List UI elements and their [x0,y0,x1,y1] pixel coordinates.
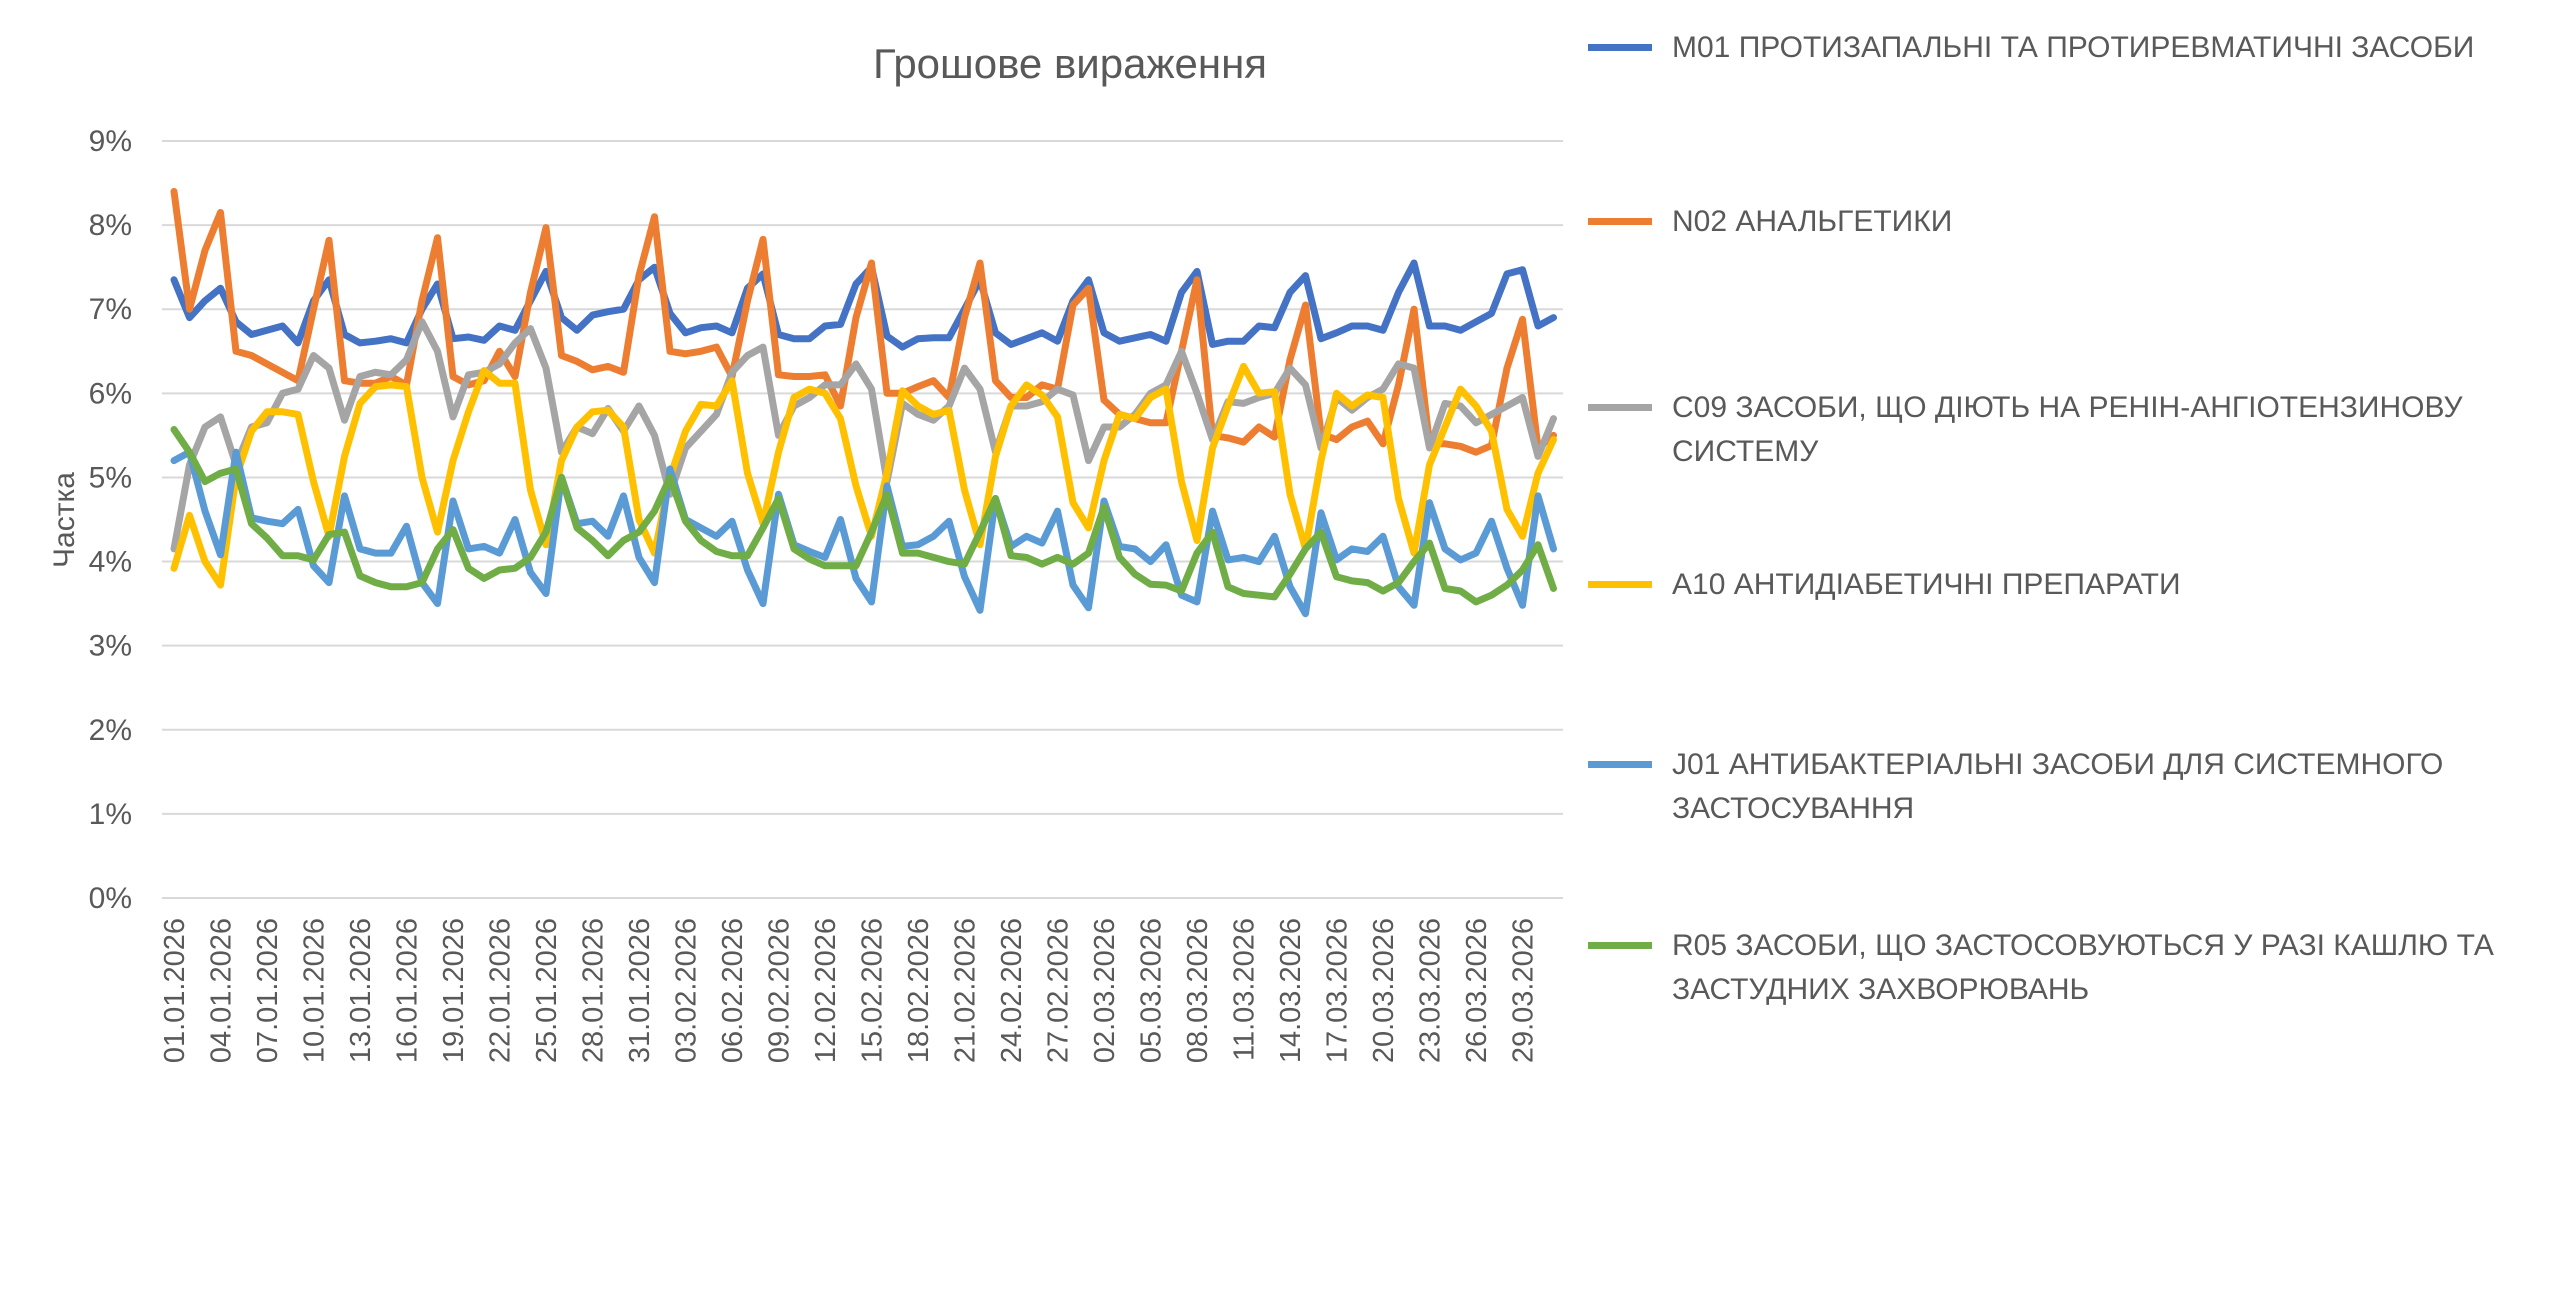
y-tick-label: 4% [89,546,132,579]
x-tick-label: 31.01.2026 [624,918,656,1063]
x-tick-label: 28.01.2026 [578,918,610,1063]
y-tick-label: 1% [89,798,132,831]
legend-label: R05 ЗАСОБИ, ЩО ЗАСТОСОВУЮТЬСЯ У РАЗІ КАШ… [1672,929,2494,1006]
x-tick-label: 23.03.2026 [1415,918,1447,1063]
series-line-j01 [170,448,1557,618]
legend-label: N02 АНАЛЬГЕТИКИ [1672,205,1953,238]
y-tick-label: 7% [89,293,132,326]
series-line-r05 [170,426,1557,606]
x-tick-label: 19.01.2026 [438,918,470,1063]
x-tick-label: 12.02.2026 [810,918,842,1063]
legend-item: J01 АНТИБАКТЕРІАЛЬНІ ЗАСОБИ ДЛЯ СИСТЕМНО… [1588,743,2532,831]
series-lines [170,188,1557,618]
y-tick-labels: 0% 1% 2% 3% 4% 5% 6% 7% 8% 9% [89,125,132,915]
gridlines [162,140,1563,899]
legend-line-marker [1588,581,1652,588]
legend-line-marker [1588,218,1652,225]
legend-item: R05 ЗАСОБИ, ЩО ЗАСТОСОВУЮТЬСЯ У РАЗІ КАШ… [1588,924,2532,1012]
x-tick-label: 10.01.2026 [299,918,331,1063]
x-tick-labels: 01.01.2026 04.01.2026 07.01.2026 10.01.2026… [159,918,1540,1063]
legend-line-marker [1588,44,1652,51]
x-tick-label: 06.02.2026 [717,918,749,1063]
x-tick-label: 15.02.2026 [857,918,889,1063]
x-tick-label: 14.03.2026 [1275,918,1307,1063]
y-axis-title: Частка [48,472,81,568]
y-tick-label: 2% [89,714,132,747]
x-tick-label: 03.02.2026 [671,918,703,1063]
series-line-n02 [170,188,1557,456]
x-tick-label: 04.01.2026 [206,918,238,1063]
chart-title: Грошове вираження [873,40,1267,87]
y-tick-label: 8% [89,209,132,242]
legend-label: J01 АНТИБАКТЕРІАЛЬНІ ЗАСОБИ ДЛЯ СИСТЕМНО… [1672,748,2444,825]
x-tick-label: 02.03.2026 [1089,918,1121,1063]
x-tick-label: 08.03.2026 [1182,918,1214,1063]
x-tick-label: 17.03.2026 [1322,918,1354,1063]
y-tick-label: 3% [89,630,132,663]
legend-item: N02 АНАЛЬГЕТИКИ [1588,200,2532,244]
y-tick-label: 6% [89,377,132,410]
x-tick-label: 18.02.2026 [903,918,935,1063]
legend-line-marker [1588,942,1652,949]
legend-item: A10 АНТИДІАБЕТИЧНІ ПРЕПАРАТИ [1588,563,2532,607]
x-tick-label: 16.01.2026 [392,918,424,1063]
x-tick-label: 11.03.2026 [1229,918,1261,1061]
legend-label: C09 ЗАСОБИ, ЩО ДІЮТЬ НА РЕНІН-АНГІОТЕНЗИ… [1672,391,2463,468]
y-tick-label: 9% [89,125,132,158]
x-tick-label: 13.01.2026 [345,918,377,1063]
x-tick-label: 20.03.2026 [1368,918,1400,1063]
x-tick-label: 29.03.2026 [1508,918,1540,1063]
x-tick-label: 27.02.2026 [1043,918,1075,1063]
x-tick-label: 21.02.2026 [950,918,982,1063]
series-line-a10 [170,362,1557,589]
x-tick-label: 26.03.2026 [1461,918,1493,1063]
legend-line-marker [1588,761,1652,768]
x-tick-label: 25.01.2026 [531,918,563,1063]
x-tick-label: 05.03.2026 [1136,918,1168,1063]
series-line-m01 [170,259,1557,351]
legend-label: A10 АНТИДІАБЕТИЧНІ ПРЕПАРАТИ [1672,568,2181,601]
x-tick-label: 07.01.2026 [252,918,284,1063]
legend-item: M01 ПРОТИЗАПАЛЬНІ ТА ПРОТИРЕВМАТИЧНІ ЗАС… [1588,26,2532,70]
x-tick-label: 22.01.2026 [485,918,517,1063]
legend-item: C09 ЗАСОБИ, ЩО ДІЮТЬ НА РЕНІН-АНГІОТЕНЗИ… [1588,386,2532,474]
y-tick-label: 0% [89,882,132,915]
legend-line-marker [1588,404,1652,411]
x-tick-label: 24.02.2026 [996,918,1028,1063]
x-tick-label: 01.01.2026 [159,918,191,1063]
legend-label: M01 ПРОТИЗАПАЛЬНІ ТА ПРОТИРЕВМАТИЧНІ ЗАС… [1672,31,2475,64]
y-tick-label: 5% [89,461,132,494]
x-tick-label: 09.02.2026 [764,918,796,1063]
